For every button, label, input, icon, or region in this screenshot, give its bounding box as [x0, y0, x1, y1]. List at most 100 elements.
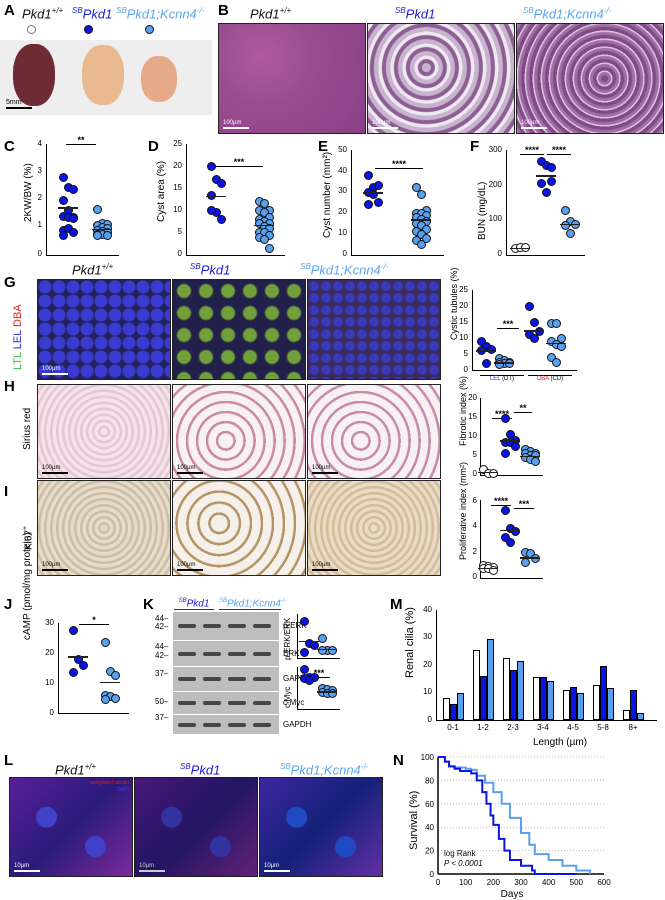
- svg-text:80: 80: [425, 776, 434, 785]
- l-label-sb: SBPkd1: [180, 762, 221, 778]
- data-point: [317, 646, 327, 656]
- svg-text:300: 300: [514, 878, 528, 887]
- data-point: [560, 205, 570, 215]
- genotype-label-sb: SBPkd1: [72, 6, 113, 22]
- mean-line: [478, 471, 498, 474]
- bar: [540, 676, 547, 720]
- data-point: [536, 178, 546, 188]
- cilia-image-wt: acetylated tubulin DAPI 10µm: [9, 777, 133, 877]
- g-label-ko: SBPkd1;Kcnn4-/-: [300, 262, 389, 278]
- mean-line: [546, 342, 566, 345]
- scale-bar: 100µm: [521, 120, 547, 129]
- data-point: [299, 648, 309, 658]
- legend-dot-sb: [84, 25, 93, 34]
- data-point: [481, 359, 491, 369]
- tick: 10: [173, 205, 182, 214]
- genotype-label-wt: Pkd1+/+: [22, 6, 64, 22]
- tick: 20: [173, 161, 182, 170]
- svg-text:100: 100: [459, 878, 473, 887]
- tick: 1: [37, 220, 42, 229]
- kidney-ko: [141, 56, 177, 102]
- bar: [533, 677, 540, 720]
- tick: 30: [45, 618, 54, 627]
- mw-marker: 44–: [155, 642, 169, 651]
- data-point: [68, 214, 78, 224]
- tick: 10: [45, 678, 54, 687]
- mean-line: [299, 676, 319, 679]
- bar: [637, 712, 644, 720]
- data-point: [551, 357, 561, 367]
- legend-dot-wt: [27, 25, 36, 34]
- legend-dot-ko: [145, 25, 154, 34]
- data-point: [102, 231, 112, 241]
- tick: 0: [472, 572, 477, 581]
- panel-label-k: K: [143, 596, 154, 613]
- band: [253, 722, 271, 727]
- data-point: [416, 189, 426, 199]
- svg-text:60: 60: [425, 800, 434, 809]
- b-label-ko: SBPkd1;Kcnn4-/-: [523, 6, 612, 22]
- panel-label-d: D: [148, 138, 159, 155]
- data-point: [58, 196, 68, 206]
- bar: [563, 690, 570, 720]
- mean-line: [317, 691, 337, 693]
- c-axes: [46, 144, 119, 256]
- data-point: [92, 231, 102, 241]
- data-point: [373, 198, 383, 207]
- data-point: [524, 301, 534, 311]
- tick: 30: [338, 186, 347, 195]
- data-point: [500, 449, 510, 459]
- band: [203, 651, 221, 656]
- bar: [593, 684, 600, 720]
- mean-line: [363, 192, 383, 194]
- mean-line: [520, 557, 540, 559]
- band: [178, 701, 196, 705]
- sirius-image-ko: 100µm: [307, 384, 441, 479]
- data-point: [299, 616, 309, 626]
- data-point: [411, 183, 421, 193]
- scale-bar: 100µm: [42, 562, 68, 571]
- data-point: [259, 234, 269, 244]
- tick: 40: [423, 605, 432, 614]
- g-label-wt: Pkd1+/+: [72, 262, 114, 278]
- panel-label-h: H: [4, 378, 15, 395]
- data-point: [500, 533, 510, 543]
- mean-line: [317, 648, 337, 651]
- mean-line: [58, 207, 78, 209]
- mean-line: [536, 175, 556, 177]
- x-tick-label: 8+: [628, 723, 638, 732]
- mean-line: [478, 567, 498, 570]
- tick: 3: [37, 166, 42, 175]
- k-significance: ***: [308, 669, 330, 678]
- band: [178, 677, 196, 681]
- bar: [623, 709, 630, 720]
- data-point: [486, 344, 496, 354]
- d-significance: ***: [215, 158, 263, 167]
- tick: 0: [497, 249, 502, 258]
- blot-label: ERK: [283, 648, 300, 658]
- tick: 5: [463, 349, 468, 358]
- tick: 4: [37, 139, 42, 148]
- data-point: [560, 220, 570, 230]
- mw-marker: 42–: [155, 622, 169, 631]
- band: [203, 701, 221, 705]
- x-tick-label: 2-3: [507, 723, 519, 732]
- g-significance: ***: [497, 320, 519, 329]
- data-point: [58, 231, 68, 241]
- tick: 300: [488, 145, 502, 154]
- blot-label: GAPDH: [283, 719, 312, 729]
- tick: 20: [423, 660, 432, 669]
- tick: 15: [468, 412, 477, 421]
- tick: 2: [37, 193, 42, 202]
- data-point: [546, 177, 556, 186]
- panel-label-i: I: [4, 483, 9, 500]
- kidney-sb: [82, 45, 124, 105]
- sirius-image-sb: 100µm: [172, 384, 306, 479]
- survival-chart: 0 20 40 60 80 100 0 100 200 300 400 500 600 log Rank…: [421, 753, 612, 900]
- d-axes: [186, 144, 285, 256]
- panel-label-f: F: [470, 138, 480, 155]
- mean-line: [68, 656, 88, 658]
- n-annotation-1: log Rank: [444, 849, 477, 858]
- data-point: [520, 242, 530, 252]
- data-point: [536, 156, 546, 166]
